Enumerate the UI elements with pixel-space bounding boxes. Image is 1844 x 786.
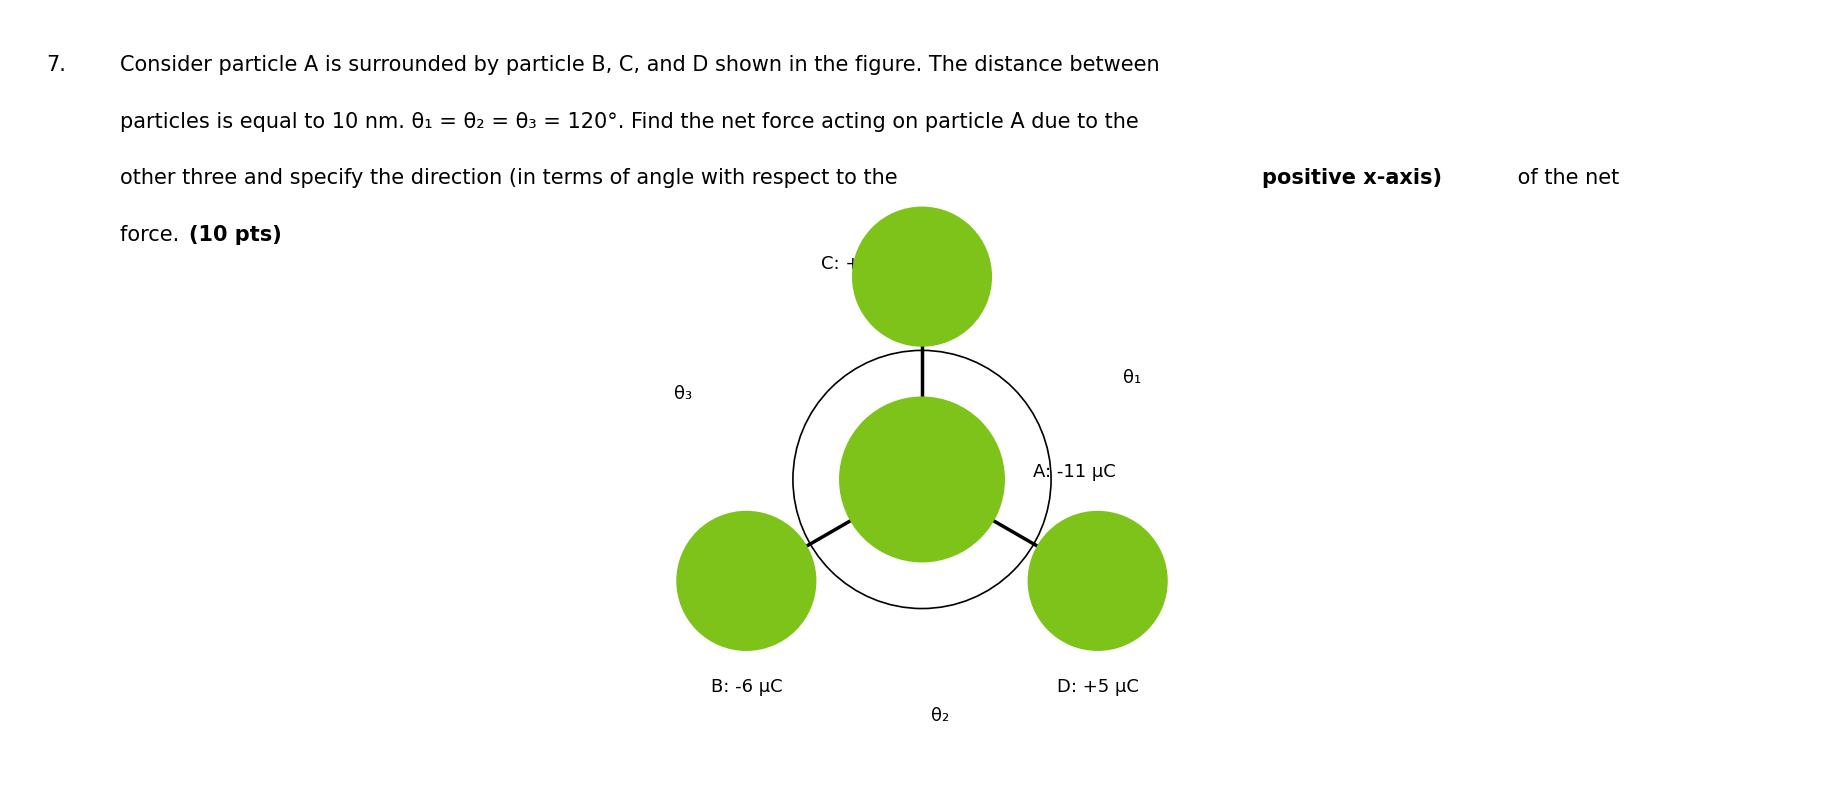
Text: B: -6 μC: B: -6 μC (710, 678, 782, 696)
Text: particles is equal to 10 nm. θ₁ = θ₂ = θ₃ = 120°. Find the net force acting on p: particles is equal to 10 nm. θ₁ = θ₂ = θ… (120, 112, 1138, 131)
Ellipse shape (839, 396, 1005, 563)
Text: of the net: of the net (1510, 168, 1619, 188)
Ellipse shape (852, 207, 992, 347)
Text: 7.: 7. (46, 55, 66, 75)
Text: θ₁: θ₁ (1123, 369, 1141, 387)
Ellipse shape (1027, 511, 1167, 651)
Text: positive x-axis): positive x-axis) (1261, 168, 1442, 188)
Text: (10 pts): (10 pts) (188, 225, 282, 244)
Text: Consider particle A is surrounded by particle B, C, and D shown in the figure. T: Consider particle A is surrounded by par… (120, 55, 1160, 75)
Text: θ₃: θ₃ (673, 384, 692, 402)
Text: D: +5 μC: D: +5 μC (1057, 678, 1138, 696)
Ellipse shape (677, 511, 817, 651)
Text: other three and specify the direction (in terms of angle with respect to the: other three and specify the direction (i… (120, 168, 904, 188)
Text: C: +10 μC: C: +10 μC (821, 255, 913, 273)
Text: A: -11 μC: A: -11 μC (1033, 463, 1116, 480)
Text: force.: force. (120, 225, 186, 244)
Text: θ₂: θ₂ (931, 707, 950, 725)
